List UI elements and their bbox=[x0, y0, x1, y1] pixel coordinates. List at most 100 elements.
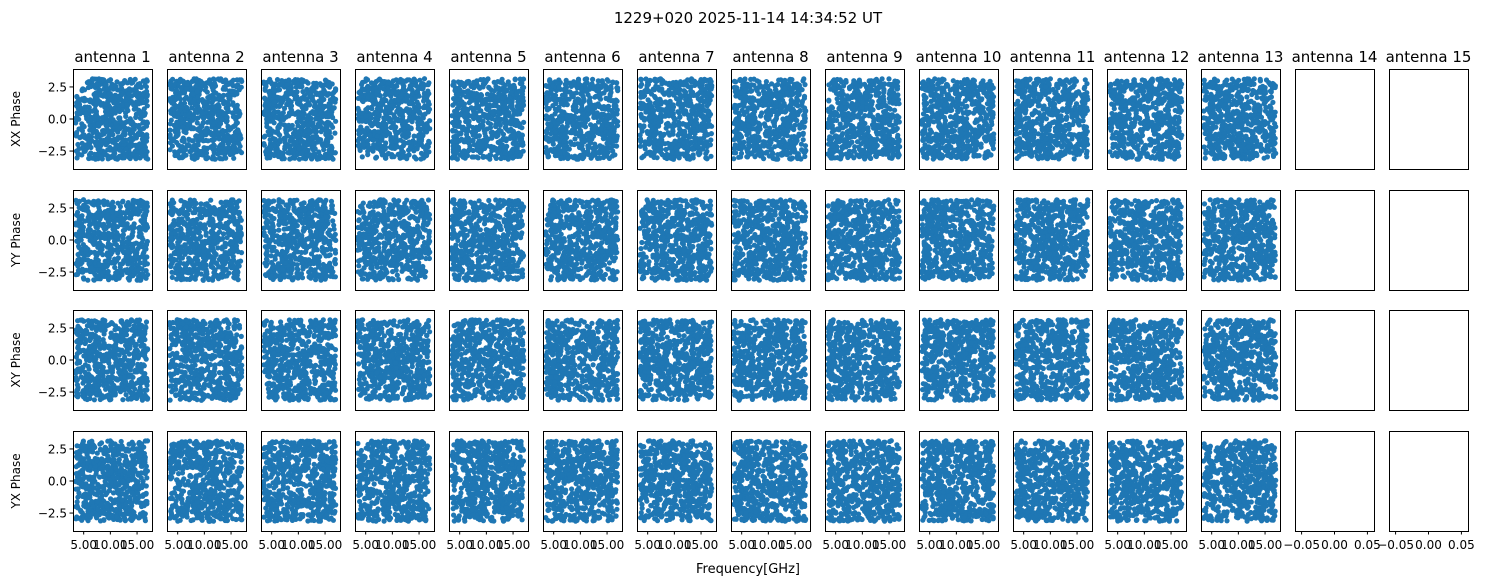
data-point bbox=[741, 83, 747, 89]
data-point bbox=[797, 107, 803, 114]
data-point bbox=[298, 138, 304, 144]
data-point bbox=[606, 136, 613, 142]
data-point bbox=[587, 84, 593, 90]
data-point bbox=[397, 155, 403, 161]
data-point bbox=[508, 118, 514, 124]
data-point bbox=[734, 103, 740, 109]
data-point bbox=[801, 93, 808, 99]
data-point bbox=[202, 105, 208, 111]
y-tick-label: 2.5 bbox=[48, 80, 67, 94]
data-point bbox=[663, 146, 669, 153]
data-point bbox=[772, 83, 779, 89]
data-point bbox=[175, 110, 181, 116]
data-point bbox=[690, 146, 696, 152]
data-point bbox=[802, 118, 808, 125]
data-point bbox=[513, 122, 519, 128]
data-point bbox=[516, 88, 523, 94]
data-point bbox=[92, 113, 98, 119]
data-point bbox=[371, 101, 377, 107]
data-point bbox=[664, 151, 670, 157]
data-point bbox=[375, 129, 381, 135]
data-point bbox=[234, 77, 240, 83]
data-point bbox=[207, 118, 213, 125]
data-point bbox=[225, 141, 231, 147]
data-point bbox=[279, 95, 285, 101]
data-point bbox=[484, 142, 490, 149]
data-point bbox=[789, 77, 795, 83]
data-point bbox=[376, 106, 382, 112]
data-point bbox=[607, 84, 613, 90]
data-point bbox=[426, 91, 432, 97]
data-point bbox=[98, 102, 104, 108]
data-point bbox=[212, 104, 218, 110]
data-point bbox=[230, 143, 236, 149]
data-point bbox=[383, 104, 390, 110]
data-point bbox=[77, 110, 83, 116]
data-point bbox=[800, 137, 806, 143]
data-point bbox=[604, 122, 610, 128]
data-point bbox=[639, 104, 645, 110]
data-point bbox=[194, 120, 200, 126]
data-point bbox=[801, 112, 807, 119]
data-point bbox=[202, 100, 208, 106]
data-point bbox=[639, 126, 645, 132]
data-point bbox=[277, 137, 283, 143]
data-point bbox=[213, 90, 219, 96]
data-point bbox=[658, 146, 664, 152]
data-point bbox=[406, 77, 412, 83]
data-point bbox=[796, 133, 802, 139]
data-point bbox=[487, 102, 493, 108]
data-point bbox=[450, 82, 456, 88]
data-point bbox=[393, 117, 399, 123]
data-point bbox=[664, 108, 670, 114]
data-point bbox=[180, 135, 186, 141]
data-point bbox=[276, 122, 282, 128]
data-point bbox=[94, 94, 100, 100]
data-point bbox=[88, 150, 94, 156]
data-point bbox=[397, 118, 403, 124]
column-title: antenna 6 bbox=[544, 48, 620, 66]
data-point bbox=[264, 118, 270, 124]
data-point bbox=[379, 152, 385, 158]
data-point bbox=[469, 138, 475, 144]
data-point bbox=[75, 141, 81, 148]
data-point bbox=[605, 112, 611, 118]
data-point bbox=[790, 144, 797, 150]
data-point bbox=[785, 123, 791, 129]
data-point bbox=[701, 143, 707, 149]
data-point bbox=[115, 94, 121, 100]
data-point bbox=[420, 155, 427, 161]
data-point bbox=[479, 92, 485, 99]
data-point bbox=[137, 109, 143, 115]
data-point bbox=[287, 138, 293, 144]
data-point bbox=[229, 81, 235, 87]
data-point bbox=[519, 132, 525, 138]
data-point bbox=[786, 105, 792, 112]
data-point bbox=[293, 93, 299, 99]
data-point bbox=[475, 83, 481, 90]
data-point bbox=[411, 154, 418, 160]
data-point bbox=[319, 114, 325, 120]
data-point bbox=[576, 80, 582, 87]
data-point bbox=[512, 77, 518, 83]
data-point bbox=[208, 131, 215, 138]
data-point bbox=[205, 95, 211, 101]
data-point bbox=[591, 152, 597, 158]
data-point bbox=[688, 100, 694, 106]
data-point bbox=[120, 132, 126, 138]
data-point bbox=[305, 122, 311, 129]
data-point bbox=[330, 96, 336, 102]
data-point bbox=[136, 84, 142, 90]
data-point bbox=[189, 78, 195, 84]
data-point bbox=[109, 128, 115, 135]
data-point bbox=[646, 149, 652, 155]
data-point bbox=[762, 123, 769, 129]
data-point bbox=[313, 129, 320, 135]
data-point bbox=[420, 132, 426, 138]
data-point bbox=[396, 108, 402, 114]
data-point bbox=[388, 117, 394, 123]
data-point bbox=[184, 126, 190, 132]
data-point bbox=[738, 134, 745, 140]
data-point bbox=[647, 77, 653, 83]
data-point bbox=[480, 153, 486, 159]
